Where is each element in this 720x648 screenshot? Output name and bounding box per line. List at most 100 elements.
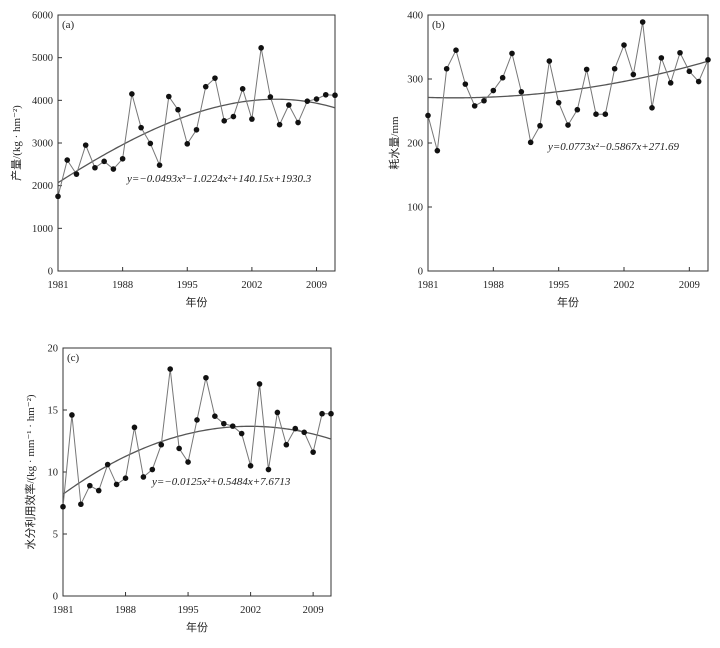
panel-c-data-point bbox=[301, 429, 308, 436]
panel-b-data-point bbox=[705, 57, 711, 63]
panel-a-data-point bbox=[230, 113, 237, 120]
panel-c-data-point bbox=[310, 449, 316, 455]
panel-a-data-point bbox=[249, 116, 255, 122]
panel-c-data-point bbox=[221, 420, 227, 427]
panel-a-data-point bbox=[267, 94, 274, 100]
panel-b-data-point bbox=[518, 89, 525, 95]
panel-a-data-point bbox=[92, 164, 98, 171]
panel-a-data-point bbox=[64, 157, 71, 163]
panel-b-data-point bbox=[621, 42, 627, 48]
panel-b-data-point bbox=[555, 99, 562, 106]
panel-c-data-point bbox=[131, 424, 138, 431]
panel-b-data-point bbox=[537, 122, 543, 129]
panel-c-data-point bbox=[283, 441, 290, 448]
panel-c-data-point bbox=[113, 481, 120, 488]
panel-b-x-axis-title: 年份 bbox=[557, 295, 579, 309]
panel-c-data-point bbox=[158, 441, 165, 448]
panel-c-panel-tag: (c) bbox=[67, 352, 80, 364]
panel-c-data-point bbox=[149, 466, 156, 473]
panel-a-data-point bbox=[119, 155, 126, 162]
panel-b-data-point bbox=[611, 65, 618, 72]
panel-a-data-point bbox=[322, 91, 329, 98]
panel-a-data-point bbox=[212, 75, 218, 81]
panel-c-y-tick-label: 10 bbox=[48, 468, 59, 479]
panel-c-data-point bbox=[60, 503, 66, 510]
panel-b-water-consumption-chart: 0 100 200 300 400 1981 1988 1995 2002 2009 年份 耗水量/m… bbox=[388, 11, 711, 309]
panel-b-data-point bbox=[490, 87, 497, 94]
panel-a-y-tick-label: 1000 bbox=[32, 224, 53, 235]
panel-a-y-axis-title: 产量/(kg · hm⁻²) bbox=[9, 105, 23, 181]
panel-a-trend-curve bbox=[57, 98, 336, 184]
panel-a-data-point bbox=[110, 166, 117, 172]
panel-b-y-tick-label: 300 bbox=[407, 75, 423, 86]
panel-b-trend-curve bbox=[427, 60, 709, 99]
panel-b-y-tick-label: 100 bbox=[407, 203, 423, 214]
panel-b-data-point bbox=[695, 78, 702, 85]
panel-a-data-point bbox=[147, 140, 154, 147]
panel-c-data-point bbox=[185, 459, 191, 465]
panel-b-data-point bbox=[546, 58, 553, 64]
panel-a-plot-frame bbox=[57, 14, 336, 272]
panel-c-x-tick-label: 1981 bbox=[53, 605, 74, 616]
panel-a-data-point bbox=[129, 91, 135, 97]
panel-a-x-tick-label: 1988 bbox=[112, 280, 133, 291]
panel-c-y-tick-label: 5 bbox=[53, 530, 58, 541]
panel-b-data-point bbox=[677, 49, 683, 56]
panel-a-x-tick-label: 1995 bbox=[177, 280, 198, 291]
panel-a-data-point bbox=[239, 86, 246, 92]
panel-c-plot-frame bbox=[62, 347, 332, 597]
panel-b-data-point bbox=[565, 122, 571, 128]
panel-c-data-point bbox=[265, 466, 272, 473]
panel-a-x-tick-label: 1981 bbox=[48, 280, 69, 291]
panel-a-data-point bbox=[166, 93, 172, 100]
panel-a-data-point bbox=[332, 92, 338, 99]
panel-b-x-tick-label: 2009 bbox=[679, 280, 700, 291]
panel-c-data-point bbox=[176, 445, 182, 452]
panel-c-x-tick-label: 2002 bbox=[240, 605, 261, 616]
panel-c-data-point bbox=[122, 475, 129, 482]
panel-c-data-point bbox=[203, 374, 209, 381]
panel-b-trend-equation: y=0.0773x²−0.5867x+271.69 bbox=[547, 141, 679, 153]
panel-b-y-tick-label: 0 bbox=[418, 267, 423, 278]
panel-b-data-point bbox=[434, 147, 441, 154]
panel-b-data-point bbox=[649, 105, 655, 111]
panel-c-data-point bbox=[212, 413, 218, 420]
panel-b-x-tick-label: 2002 bbox=[614, 280, 635, 291]
panel-a-data-point bbox=[286, 102, 292, 108]
panel-c-data-point bbox=[95, 487, 102, 494]
panel-b-data-point bbox=[593, 111, 599, 117]
panel-c-data-point bbox=[69, 412, 75, 418]
panel-a-data-point bbox=[304, 98, 311, 104]
panel-b-data-point bbox=[453, 47, 459, 53]
panel-a-data-point bbox=[55, 193, 61, 200]
panel-c-data-point bbox=[140, 474, 147, 480]
panel-b-data-point bbox=[658, 55, 665, 61]
panel-a-data-point bbox=[101, 158, 107, 165]
panel-b-y-axis-title: 耗水量/mm bbox=[388, 116, 401, 170]
panel-c-x-axis-title: 年份 bbox=[186, 620, 208, 634]
panel-c-y-tick-label: 15 bbox=[48, 406, 59, 417]
panel-b-x-tick-label: 1988 bbox=[483, 280, 504, 291]
panel-c-data-point bbox=[229, 423, 236, 429]
panel-a-data-point bbox=[73, 171, 80, 177]
panel-b-x-tick-label: 1995 bbox=[548, 280, 569, 291]
panel-a-y-tick-label: 4000 bbox=[32, 96, 53, 107]
panel-c-data-point bbox=[78, 501, 84, 508]
panel-b-data-point bbox=[527, 139, 534, 146]
panel-b-data-point bbox=[443, 65, 450, 72]
panel-a-yield-chart: 0 1000 2000 3000 4000 5000 6000 1981 1988 1995 200… bbox=[9, 11, 338, 309]
panel-b-data-point bbox=[499, 74, 506, 81]
panel-c-data-point bbox=[292, 425, 299, 432]
panel-b-data-point bbox=[574, 106, 581, 113]
panel-b-data-point bbox=[602, 111, 609, 117]
panel-c-trend-equation: y=−0.0125x²+0.5484x+7.6713 bbox=[151, 476, 291, 488]
panel-b-observed-line bbox=[427, 21, 709, 151]
panel-b-data-point bbox=[481, 97, 487, 104]
panel-b-data-point bbox=[462, 81, 469, 87]
panel-c-data-point bbox=[319, 410, 325, 417]
panel-c-data-point bbox=[247, 463, 254, 469]
panel-c-y-tick-label: 0 bbox=[53, 592, 58, 603]
panel-a-x-tick-label: 2009 bbox=[306, 280, 327, 291]
panel-a-data-point bbox=[276, 121, 283, 128]
panel-a-data-point bbox=[156, 162, 163, 168]
